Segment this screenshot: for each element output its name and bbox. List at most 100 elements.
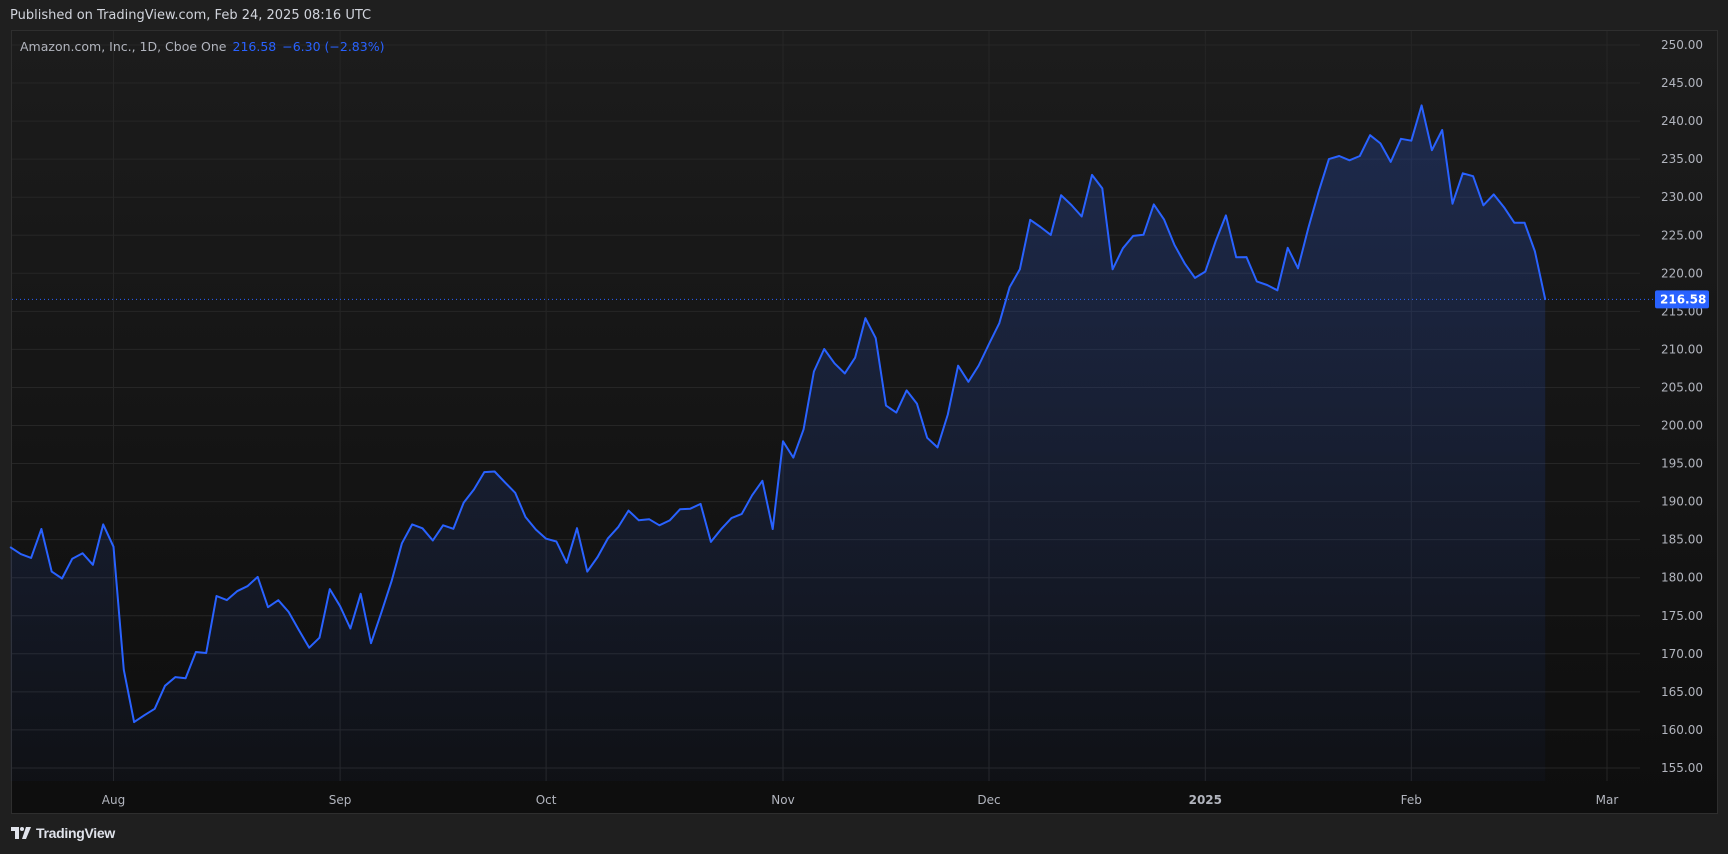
data-point: [977, 364, 980, 367]
data-point: [1359, 155, 1361, 157]
data-point: [916, 402, 918, 405]
data-point: [1307, 227, 1310, 229]
price-axis[interactable]: 250.00 245.00 240.00 235.00 230.00 225.00 220.…: [1661, 38, 1703, 775]
data-point: [1503, 206, 1505, 209]
data-point: [895, 411, 898, 414]
data-point: [1328, 158, 1330, 160]
y-tick-label: 155.00: [1661, 761, 1703, 775]
x-tick-label: Dec: [977, 793, 1000, 807]
data-point: [679, 508, 681, 511]
data-point: [576, 527, 578, 529]
data-point: [61, 577, 63, 580]
data-point: [535, 528, 537, 531]
data-point: [1513, 221, 1516, 224]
data-point: [267, 606, 269, 608]
data-point: [782, 440, 784, 443]
last-price-label: 216.58: [1660, 292, 1706, 306]
data-point: [71, 557, 74, 560]
data-point: [1348, 159, 1351, 162]
data-point: [1400, 137, 1402, 140]
data-point: [771, 528, 774, 530]
y-tick-label: 165.00: [1661, 685, 1703, 699]
data-point: [730, 517, 733, 519]
data-point: [833, 362, 836, 365]
data-point: [751, 494, 753, 497]
data-point: [627, 509, 630, 512]
y-tick-label: 185.00: [1661, 533, 1703, 547]
data-point: [1039, 226, 1042, 228]
data-point: [741, 513, 743, 515]
data-point: [246, 585, 249, 588]
data-point: [30, 557, 32, 559]
time-axis[interactable]: Aug Sep Oct Nov Dec 2025 Feb Mar: [102, 793, 1619, 807]
data-point: [153, 708, 156, 710]
data-point: [329, 588, 331, 590]
last-price-badge: 216.58: [1655, 290, 1709, 309]
data-point: [514, 491, 516, 494]
data-point: [164, 684, 166, 687]
data-point: [1194, 277, 1196, 279]
y-tick-label: 220.00: [1661, 266, 1703, 280]
data-point: [699, 503, 702, 505]
data-point: [874, 337, 877, 339]
price-area-fill: [10, 105, 1546, 781]
data-point: [1091, 174, 1093, 176]
data-point: [792, 456, 795, 459]
data-point: [1451, 202, 1454, 205]
data-point: [864, 317, 867, 319]
y-tick-label: 235.00: [1661, 152, 1703, 166]
x-tick-label: Aug: [102, 793, 125, 807]
data-point: [802, 428, 805, 431]
data-point: [390, 580, 393, 582]
y-tick-label: 175.00: [1661, 609, 1703, 623]
x-tick-label: Feb: [1401, 793, 1422, 807]
data-point: [473, 488, 475, 491]
data-point: [1245, 256, 1248, 258]
data-point: [287, 611, 290, 613]
symbol-legend[interactable]: Amazon.com, Inc., 1D, Cboe One 216.58 −6.3…: [20, 39, 384, 54]
y-tick-label: 205.00: [1661, 380, 1703, 394]
data-point: [689, 507, 692, 510]
data-point: [215, 595, 218, 597]
data-point: [452, 527, 455, 530]
data-point: [1431, 149, 1433, 152]
data-point: [998, 322, 1001, 325]
data-point: [143, 714, 146, 717]
data-point: [1462, 172, 1464, 175]
data-point: [545, 537, 547, 540]
data-point: [339, 605, 341, 608]
y-tick-label: 230.00: [1661, 190, 1703, 204]
data-point: [20, 553, 22, 555]
data-point: [112, 545, 115, 548]
data-point: [298, 629, 300, 631]
data-point: [370, 642, 372, 645]
data-point: [555, 540, 558, 543]
data-point: [1492, 193, 1495, 196]
data-point: [1173, 243, 1176, 246]
data-point: [380, 611, 383, 614]
data-point: [844, 372, 846, 375]
data-point: [1338, 155, 1340, 157]
data-point: [1019, 268, 1021, 270]
data-point: [504, 481, 506, 484]
data-point: [92, 563, 94, 566]
data-point: [1286, 247, 1289, 249]
data-point: [318, 636, 321, 639]
data-point: [648, 518, 650, 520]
x-tick-label: Mar: [1596, 793, 1619, 807]
data-point: [226, 599, 228, 601]
data-point: [710, 541, 712, 543]
data-point: [421, 527, 424, 530]
data-point: [1472, 175, 1474, 177]
data-point: [1214, 240, 1217, 243]
data-point: [524, 516, 527, 518]
data-point: [442, 524, 444, 527]
data-point: [1235, 256, 1237, 259]
data-point: [1379, 142, 1382, 145]
data-point: [40, 528, 43, 530]
data-point: [885, 404, 887, 407]
data-point: [1276, 289, 1279, 292]
data-point: [1256, 280, 1258, 283]
tradingview-brand[interactable]: TradingView: [11, 825, 115, 841]
